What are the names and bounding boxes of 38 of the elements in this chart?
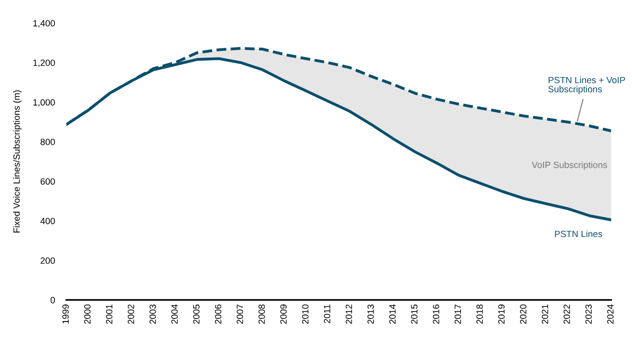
x-tick-label: 2001 (106, 304, 112, 324)
x-tick-label: 2014 (389, 304, 396, 324)
x-tick-label: 2003 (150, 304, 156, 324)
x-tick-label: 2013 (367, 304, 374, 324)
y-tick-label: 0 (50, 296, 55, 304)
x-tick-label: 2018 (476, 304, 483, 324)
text: PSTN Lines + VoIP Subscriptions (548, 76, 626, 94)
x-tick-label: 2012 (346, 304, 352, 324)
y-tick-label: 1,400 (33, 20, 55, 28)
y-tick-label: 600 (40, 178, 55, 185)
x-tick-label: 2011 (324, 304, 330, 324)
x-tick-label: 2010 (302, 304, 308, 324)
x-tick-label: 1999 (62, 304, 69, 324)
x-tick-label: 2020 (520, 304, 526, 324)
x-tick-label: 2007 (236, 304, 244, 324)
y-tick-label: 1,000 (33, 99, 55, 107)
x-tick-label: 2002 (128, 304, 134, 324)
annotation: VoIP Subscriptions (532, 161, 608, 170)
x-tick-label: 2005 (193, 304, 200, 324)
x-tick-label: 2000 (84, 304, 91, 324)
x-tick-label: 2024 (607, 304, 614, 324)
series-label: PSTN Lines (555, 230, 602, 238)
x-tick-label: 2009 (280, 304, 287, 324)
x-tick-label: 2006 (214, 304, 222, 324)
x-tick-label: 2004 (171, 304, 178, 324)
y-tick-label: 1,200 (33, 60, 55, 68)
x-tick-label: 2023 (585, 304, 592, 324)
y-tick-label: 200 (40, 257, 55, 264)
y-tick-label: 400 (40, 218, 55, 224)
x-tick-label: 2022 (564, 304, 570, 324)
x-tick-label: 2015 (411, 304, 418, 324)
x-tick-label: 2017 (454, 304, 462, 324)
y-axis-title: Fixed Voice Lines/Subscriptions (m) (13, 90, 22, 233)
x-tick-label: 2016 (432, 304, 440, 324)
x-tick-label: 2019 (498, 304, 505, 324)
y-tick-label: 800 (40, 138, 55, 146)
x-tick-label: 2021 (542, 304, 548, 324)
x-tick-label: 2008 (258, 304, 265, 324)
